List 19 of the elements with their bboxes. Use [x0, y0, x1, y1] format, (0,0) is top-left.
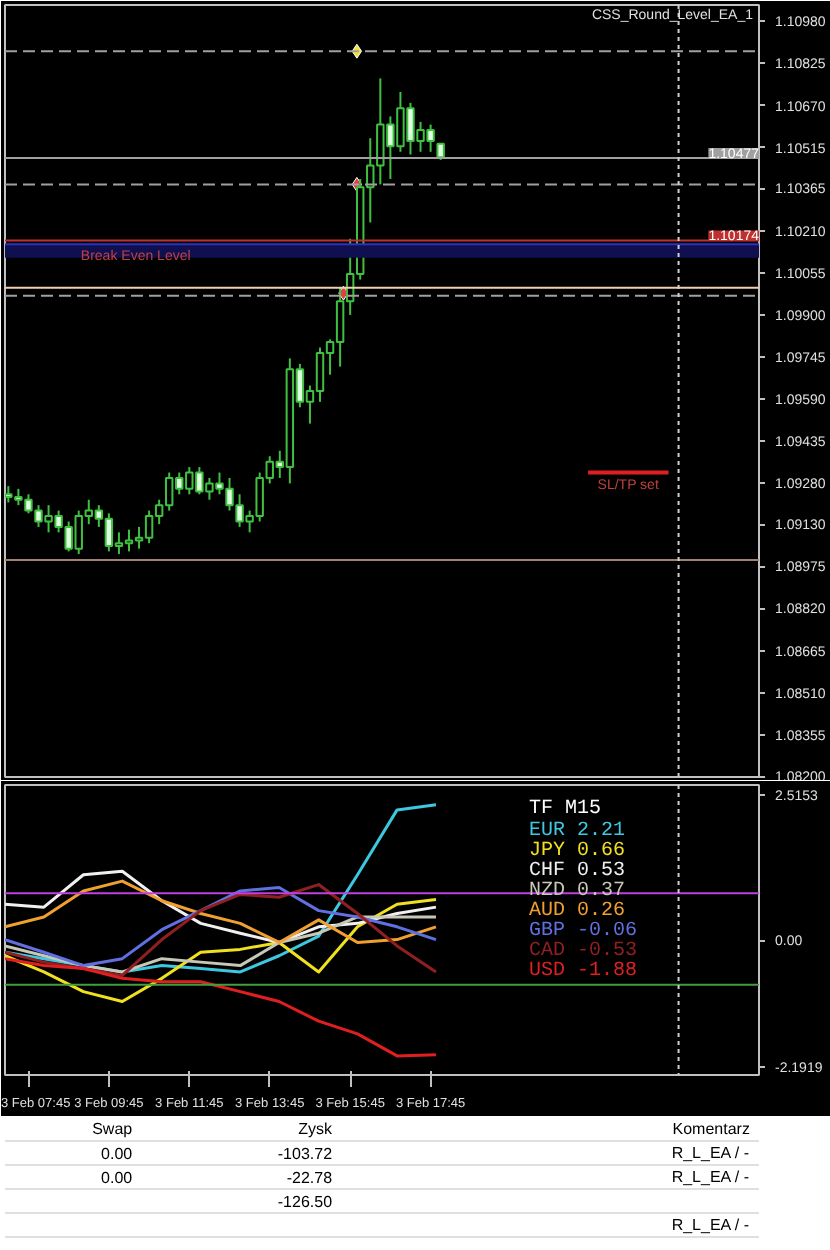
text: R_L_EA / -: [671, 1168, 750, 1186]
text: -22.78: [286, 1169, 334, 1187]
text: AUD 0.26: [529, 901, 626, 923]
text: JPY 0.66: [529, 841, 626, 863]
text: Zysk: [298, 1120, 335, 1138]
text: -126.50: [277, 1193, 334, 1211]
text: EUR 2.21: [529, 821, 626, 843]
legend-title: TF M15: [529, 799, 602, 821]
text: 0.00: [101, 1145, 134, 1163]
text: CHF 0.53: [529, 861, 626, 883]
text: 0.00: [101, 1169, 134, 1187]
text: CAD -0.53: [529, 941, 638, 963]
text: Komentarz: [672, 1120, 750, 1138]
text: GBP -0.06: [529, 921, 638, 943]
text: R_L_EA / -: [671, 1144, 750, 1162]
text: USD -1.88: [529, 961, 638, 983]
text: -103.72: [277, 1145, 334, 1163]
text: Swap: [92, 1120, 134, 1138]
text: R_L_EA / -: [671, 1216, 750, 1234]
